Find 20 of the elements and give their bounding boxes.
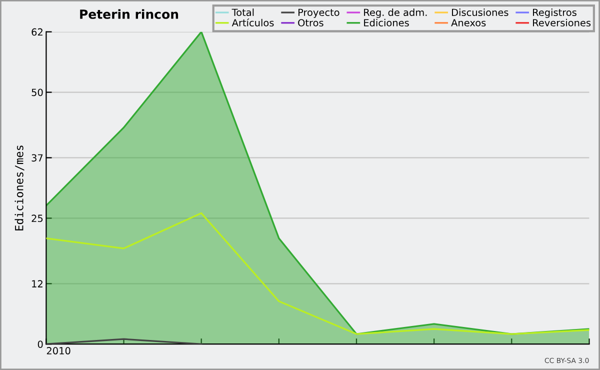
legend-label: Otros [298, 19, 324, 26]
legend-label: Artículos [232, 18, 274, 26]
legend-label: Registros [533, 8, 576, 18]
chart-title: Peterin rincon [80, 9, 178, 19]
y-tick-label: 25 [32, 214, 43, 222]
legend-label: Reversiones [533, 18, 591, 26]
y-axis-title: Ediciones/mes [14, 146, 24, 230]
y-tick-label: 62 [32, 28, 42, 36]
legend-label: Proyecto [298, 8, 340, 18]
y-tick-label: 0 [38, 340, 43, 348]
legend-label: Reg. de adm. [364, 8, 427, 18]
y-tick-label: 37 [32, 154, 43, 162]
legend-label: Anexos [451, 19, 486, 26]
y-tick-label: 12 [32, 280, 42, 288]
x-tick-label: 2010 [46, 347, 70, 354]
legend-label: Discusiones [452, 8, 508, 16]
legend-label: Ediciones [364, 18, 409, 26]
legend-label: Total [232, 8, 254, 16]
y-tick-label: 50 [32, 88, 43, 96]
line-series [46, 212, 590, 335]
